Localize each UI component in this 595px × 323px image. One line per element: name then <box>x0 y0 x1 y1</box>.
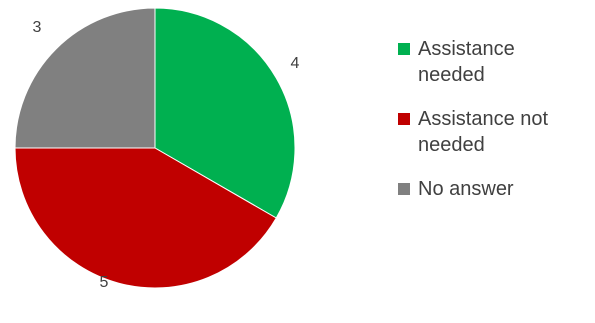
data-label-no-answer: 3 <box>33 19 42 36</box>
data-label-assistance-not-needed: 5 <box>100 274 109 291</box>
pie-slice-no-answer <box>14 7 156 149</box>
legend-swatch <box>398 183 410 195</box>
legend-item-assistance-not-needed: Assistance not needed <box>398 106 588 158</box>
pie-slice-assistance-needed <box>154 7 296 219</box>
legend-item-no-answer: No answer <box>398 176 588 202</box>
legend-label: No answer <box>418 178 514 200</box>
legend-label: Assistance needed <box>418 38 515 86</box>
legend-item-assistance-needed: Assistance needed <box>398 36 588 88</box>
legend-swatch <box>398 113 410 125</box>
legend: Assistance needed Assistance not needed No… <box>398 36 588 220</box>
legend-swatch <box>398 43 410 55</box>
data-label-assistance-needed: 4 <box>291 55 300 72</box>
legend-label: Assistance not needed <box>418 108 549 156</box>
pie-slice-assistance-not-needed <box>14 147 277 289</box>
